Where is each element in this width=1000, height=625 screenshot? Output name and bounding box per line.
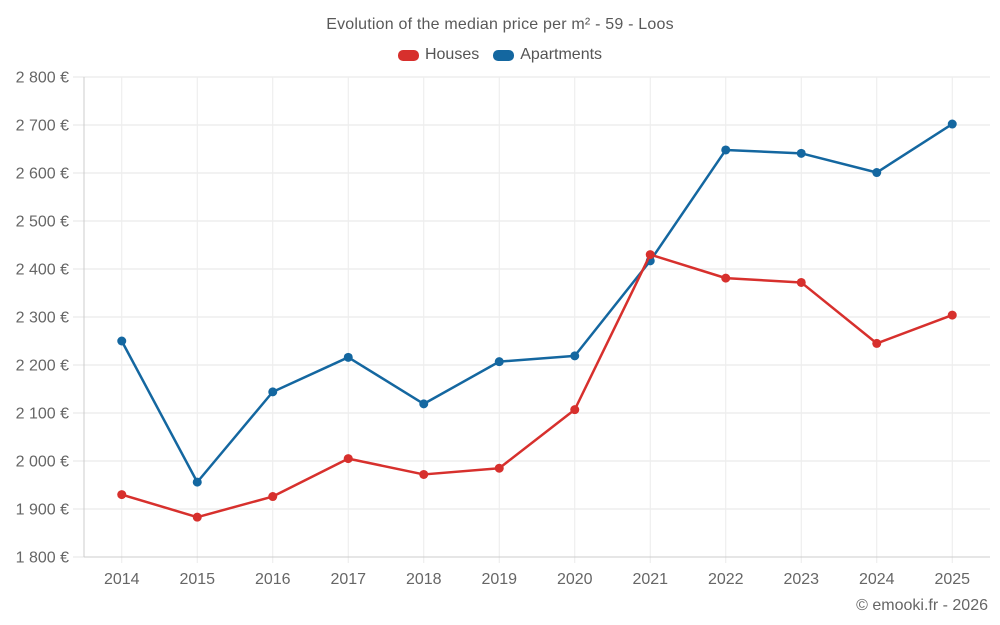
y-axis-tick-label: 2 300 € <box>16 310 69 327</box>
houses-point-2021 <box>645 250 655 260</box>
apartments-point-2022 <box>721 145 731 155</box>
houses-point-2019 <box>494 463 504 473</box>
y-axis-tick-label: 1 800 € <box>16 550 69 567</box>
apartments-swatch-icon <box>493 49 515 61</box>
houses-point-2017 <box>343 454 353 464</box>
houses-swatch-icon <box>397 49 419 61</box>
apartments-point-2017 <box>343 352 353 362</box>
x-axis-tick-label: 2024 <box>859 571 895 588</box>
x-axis-tick-label: 2021 <box>632 571 668 588</box>
houses-point-2024 <box>872 338 882 348</box>
legend-item-houses[interactable]: Houses <box>397 46 480 64</box>
houses-point-2018 <box>419 469 429 479</box>
apartments-point-2023 <box>796 148 806 158</box>
houses-legend-label: Houses <box>424 46 480 63</box>
apartments-legend-label: Apartments <box>520 46 603 63</box>
y-axis-tick-label: 2 400 € <box>16 262 69 279</box>
x-axis-tick-label: 2017 <box>330 571 366 588</box>
y-axis-tick-label: 2 100 € <box>16 406 69 423</box>
legend-item-apartments[interactable]: Apartments <box>493 46 602 64</box>
credits-link[interactable]: © emooki.fr - 2026 <box>856 597 988 614</box>
x-axis-tick-label: 2020 <box>557 571 593 588</box>
x-axis-tick-label: 2019 <box>481 571 517 588</box>
apartments-point-2020 <box>570 351 580 361</box>
apartments-point-2014 <box>117 336 127 346</box>
apartments-point-2018 <box>419 399 429 409</box>
y-axis-tick-label: 1 900 € <box>16 502 69 519</box>
houses-line <box>120 253 954 519</box>
x-axis-tick-label: 2025 <box>934 571 970 588</box>
houses-point-2022 <box>721 273 731 283</box>
houses-point-2023 <box>796 277 806 287</box>
apartments-point-2024 <box>872 168 882 178</box>
y-axis-tick-label: 2 000 € <box>16 454 69 471</box>
y-axis-tick-label: 2 600 € <box>16 166 69 183</box>
x-axis-tick-label: 2015 <box>179 571 215 588</box>
houses-point-2014 <box>117 490 127 500</box>
houses-point-2020 <box>570 405 580 415</box>
apartments-point-2025 <box>947 119 957 129</box>
houses-point-2025 <box>947 310 957 320</box>
apartments-point-2016 <box>268 387 278 397</box>
y-axis-tick-label: 2 500 € <box>16 214 69 231</box>
y-axis-tick-label: 2 700 € <box>16 118 69 135</box>
apartments-point-2015 <box>192 477 202 487</box>
apartments-line <box>120 122 954 484</box>
y-axis-tick-label: 2 200 € <box>16 358 69 375</box>
x-axis-tick-label: 2022 <box>708 571 744 588</box>
apartments-point-2019 <box>494 357 504 367</box>
legend: Houses Apartments <box>0 46 1000 64</box>
x-axis-tick-label: 2023 <box>783 571 819 588</box>
x-axis-tick-label: 2018 <box>406 571 442 588</box>
y-axis-tick-label: 2 800 € <box>16 70 69 87</box>
x-axis-tick-label: 2014 <box>104 571 140 588</box>
chart-title: Evolution of the median price per m² - 5… <box>326 16 674 33</box>
houses-point-2015 <box>192 512 202 522</box>
houses-point-2016 <box>268 492 278 502</box>
x-axis-tick-label: 2016 <box>255 571 291 588</box>
